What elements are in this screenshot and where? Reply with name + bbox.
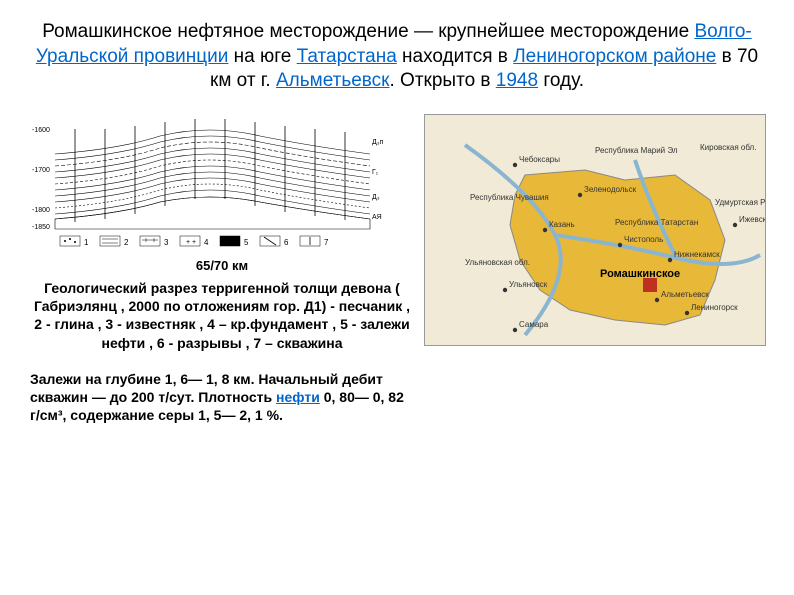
city-label: Зеленодольск	[584, 185, 637, 194]
legend-7: 7	[324, 238, 329, 247]
legend-5: 5	[244, 238, 249, 247]
title-text-2: на юге	[228, 46, 296, 67]
geological-cross-section-diagram: -1600 -1700 -1800 -1850 Д₃п Г₁ Д₃ АЯ	[30, 114, 390, 254]
city-label: Республика Татарстан	[615, 218, 698, 227]
title-text-1: Ромашкинское нефтяное месторождение — кр…	[42, 21, 694, 42]
romashkinskoe-marker	[643, 278, 657, 292]
link-1948[interactable]: 1948	[496, 70, 538, 91]
svg-text:+: +	[186, 239, 190, 246]
legend-3: 3	[164, 238, 169, 247]
city-label: Республика Чувашия	[470, 193, 549, 202]
link-oil[interactable]: нефти	[276, 389, 320, 405]
city-dot	[513, 328, 517, 332]
title-text-6: году.	[538, 70, 584, 91]
map-title-label: Ромашкинское	[600, 268, 680, 280]
right-column: Ромашкинское Чебоксары Республика Марий Э…	[424, 114, 764, 424]
city-dot	[685, 311, 689, 315]
title-text-5: . Открыто в	[390, 70, 496, 91]
city-dot	[513, 163, 517, 167]
legend-4: 4	[204, 238, 209, 247]
city-label: Кировская обл.	[700, 143, 756, 152]
city-dot	[618, 243, 622, 247]
city-label: Казань	[549, 220, 575, 229]
city-dot	[578, 193, 582, 197]
depth-label-0: -1600	[32, 127, 50, 134]
legend-6: 6	[284, 238, 289, 247]
map-svg: Ромашкинское Чебоксары Республика Марий Э…	[425, 115, 765, 345]
city-label: Ульяновск	[509, 280, 548, 289]
unit-label-0: Д₃п	[372, 139, 384, 146]
unit-label-1: Г₁	[372, 169, 379, 176]
city-label: Альметьевск	[661, 290, 709, 299]
link-leninogorsk-district[interactable]: Лениногорском районе	[513, 46, 716, 67]
city-label: Лениногорск	[691, 303, 738, 312]
city-dot	[733, 223, 737, 227]
link-almetyevsk[interactable]: Альметьевск	[276, 70, 390, 91]
unit-label-3: АЯ	[372, 214, 382, 221]
city-label: Нижнекамск	[674, 250, 720, 259]
reserves-text: Залежи на глубине 1, 6— 1, 8 км. Начальн…	[30, 370, 414, 425]
city-dot	[503, 288, 507, 292]
link-tatarstan[interactable]: Татарстана	[297, 46, 397, 67]
location-map: Ромашкинское Чебоксары Республика Марий Э…	[424, 114, 766, 346]
page-title: Ромашкинское нефтяное месторождение — кр…	[30, 20, 764, 94]
city-label: Самара	[519, 320, 549, 329]
cross-section-caption: Геологический разрез терригенной толщи д…	[30, 279, 414, 352]
city-label: Чебоксары	[519, 155, 560, 164]
depth-label-1: -1700	[32, 167, 50, 174]
city-dot	[655, 298, 659, 302]
city-label: Ульяновская обл.	[465, 258, 530, 267]
legend-1: 1	[84, 238, 89, 247]
depth-label-2: -1800	[32, 207, 50, 214]
legend-2: 2	[124, 238, 129, 247]
basement-hatch	[55, 197, 370, 229]
city-label: Ижевск	[739, 215, 765, 224]
city-label: Удмуртская Республика	[715, 198, 765, 207]
legend: 1 2 3	[60, 236, 329, 247]
unit-label-2: Д₃	[372, 194, 380, 201]
cross-section-svg: -1600 -1700 -1800 -1850 Д₃п Г₁ Д₃ АЯ	[30, 114, 390, 254]
left-column: -1600 -1700 -1800 -1850 Д₃п Г₁ Д₃ АЯ	[30, 114, 414, 424]
content-row: -1600 -1700 -1800 -1850 Д₃п Г₁ Д₃ АЯ	[30, 114, 764, 424]
strata-lines	[55, 130, 370, 219]
title-text-3: находится в	[397, 46, 513, 67]
city-label: Республика Марий Эл	[595, 146, 678, 155]
depth-label-3: -1850	[32, 224, 50, 231]
svg-text:+: +	[192, 239, 196, 246]
scale-label: 65/70 км	[30, 258, 414, 273]
city-dot	[668, 258, 672, 262]
city-dot	[543, 228, 547, 232]
city-label: Чистополь	[624, 235, 663, 244]
